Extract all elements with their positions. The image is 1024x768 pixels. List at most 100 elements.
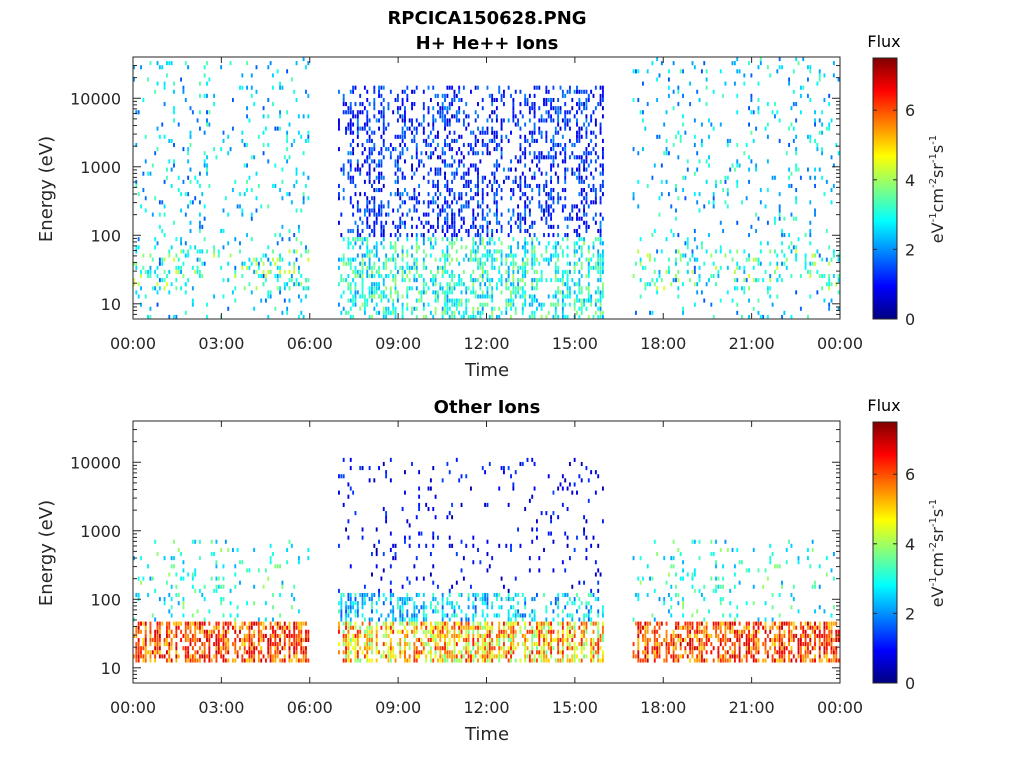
flux-cell xyxy=(295,633,298,638)
flux-cell xyxy=(425,654,428,659)
flux-cell xyxy=(215,155,218,160)
flux-cell xyxy=(302,654,305,659)
flux-cell xyxy=(453,286,456,291)
flux-cell xyxy=(559,637,562,643)
flux-cell xyxy=(677,249,680,254)
flux-cell xyxy=(222,646,225,651)
flux-cell xyxy=(300,625,303,630)
flux-cell xyxy=(599,261,602,266)
flux-cell xyxy=(564,637,567,643)
flux-cell xyxy=(533,294,536,299)
flux-cell xyxy=(601,163,604,168)
flux-cell xyxy=(349,658,352,663)
flux-cell xyxy=(429,224,432,229)
flux-cell xyxy=(710,273,713,279)
flux-cell xyxy=(399,597,402,602)
colorbar-tick-label: 0 xyxy=(905,310,915,329)
flux-cell xyxy=(750,224,753,229)
flux-cell xyxy=(363,306,366,311)
flux-cell xyxy=(371,633,373,638)
flux-cell xyxy=(472,249,475,254)
flux-cell xyxy=(352,179,355,184)
flux-cell xyxy=(290,658,293,663)
flux-cell xyxy=(495,163,498,168)
flux-cell xyxy=(543,102,545,107)
flux-cell xyxy=(788,175,791,180)
flux-cell xyxy=(809,97,812,103)
flux-cell xyxy=(182,147,185,152)
flux-cell xyxy=(170,564,173,569)
flux-cell xyxy=(288,625,291,630)
flux-cell xyxy=(774,102,776,107)
flux-cell xyxy=(573,155,576,160)
flux-cell xyxy=(474,183,477,188)
flux-cell xyxy=(580,633,583,638)
flux-cell xyxy=(368,138,371,143)
flux-cell xyxy=(151,163,154,168)
flux-cell xyxy=(206,93,208,98)
flux-cell xyxy=(564,188,567,193)
flux-cell xyxy=(389,629,392,634)
flux-cell xyxy=(585,118,588,123)
flux-cell xyxy=(458,621,461,626)
flux-cell xyxy=(361,261,364,266)
flux-cell xyxy=(599,224,602,229)
flux-cell xyxy=(345,637,347,643)
flux-cell xyxy=(726,188,729,193)
flux-cell xyxy=(778,216,781,221)
flux-cell xyxy=(524,282,527,287)
flux-cell xyxy=(531,175,534,180)
flux-cell xyxy=(477,138,479,143)
flux-cell xyxy=(380,241,383,246)
flux-cell xyxy=(441,314,444,319)
flux-cell xyxy=(521,171,524,176)
flux-cell xyxy=(432,233,435,238)
flux-cell xyxy=(429,605,432,610)
flux-cell xyxy=(552,155,555,160)
flux-cell xyxy=(227,646,230,651)
flux-cell xyxy=(394,265,397,270)
flux-cell xyxy=(366,155,369,160)
flux-cell xyxy=(144,208,147,213)
flux-cell xyxy=(446,134,449,139)
flux-cell xyxy=(380,290,383,295)
flux-cell xyxy=(371,592,373,598)
flux-cell xyxy=(677,294,680,299)
flux-cell xyxy=(434,282,437,287)
flux-cell xyxy=(597,102,600,107)
flux-cell xyxy=(224,650,227,655)
flux-cell xyxy=(154,617,157,622)
flux-cell xyxy=(583,151,586,156)
flux-cell xyxy=(561,249,564,254)
flux-cell xyxy=(597,646,600,651)
flux-cell xyxy=(479,314,482,319)
flux-cell xyxy=(224,196,227,201)
flux-cell xyxy=(448,188,451,193)
flux-cell xyxy=(477,261,479,266)
flux-cell xyxy=(363,126,366,131)
flux-cell xyxy=(373,188,376,193)
flux-cell xyxy=(741,286,743,291)
flux-cell xyxy=(493,171,496,176)
flux-cell xyxy=(220,547,223,552)
flux-cell xyxy=(420,637,423,643)
flux-cell xyxy=(187,192,190,197)
flux-cell xyxy=(585,286,588,291)
flux-cell xyxy=(352,601,355,606)
flux-cell xyxy=(467,646,470,651)
flux-cell xyxy=(297,314,300,319)
flux-cell xyxy=(349,592,352,598)
flux-cell xyxy=(552,142,555,148)
flux-cell xyxy=(234,650,237,655)
flux-cell xyxy=(434,192,437,197)
flux-cell xyxy=(472,642,475,647)
flux-cell xyxy=(573,633,576,638)
flux-cell xyxy=(700,245,703,250)
flux-cell xyxy=(745,196,748,201)
flux-cell xyxy=(444,298,446,303)
flux-cell xyxy=(691,269,694,274)
flux-cell xyxy=(481,216,484,221)
flux-cell xyxy=(601,167,604,172)
flux-cell xyxy=(189,142,192,148)
flux-cell xyxy=(568,261,571,266)
